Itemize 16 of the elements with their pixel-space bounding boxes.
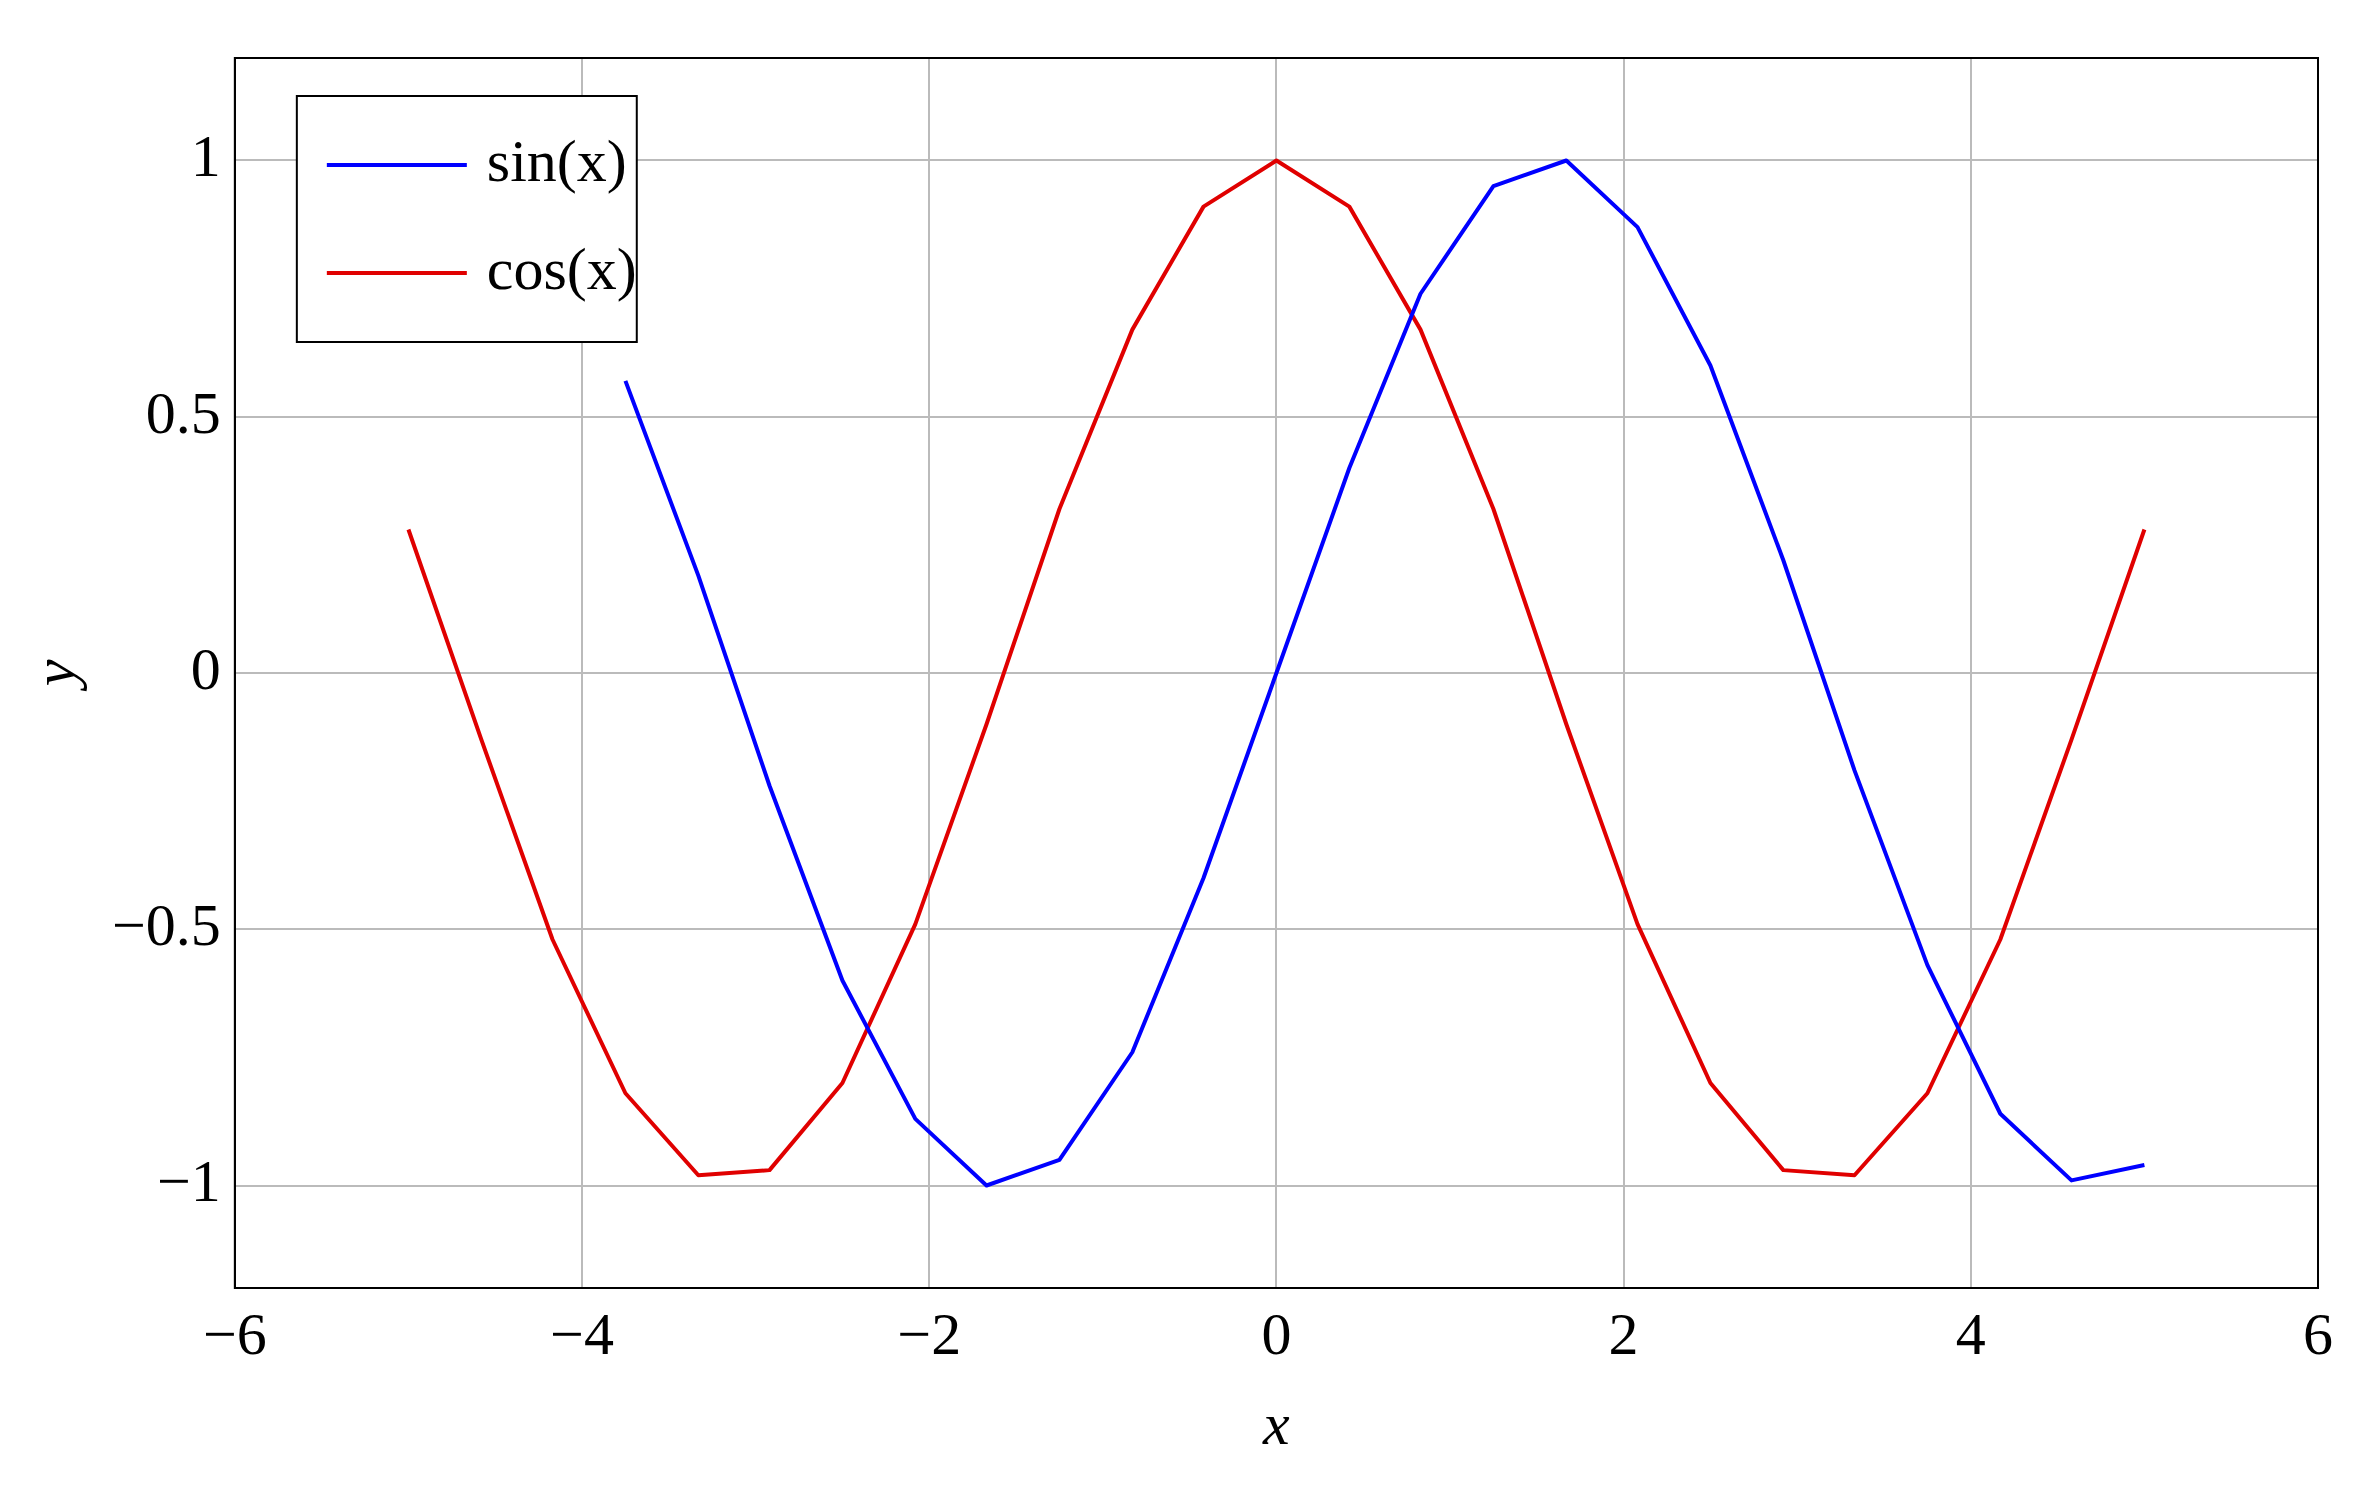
y-axis-title: y [20, 659, 87, 693]
y-tick-label: −1 [156, 1148, 221, 1215]
y-tick-label: 1 [190, 123, 221, 190]
legend-label: sin(x) [486, 127, 627, 194]
x-tick-label: −2 [897, 1300, 962, 1367]
x-tick-label: 2 [1608, 1300, 1639, 1367]
x-tick-label: 6 [2303, 1300, 2333, 1367]
y-tick-label: 0 [190, 635, 221, 702]
y-tick-label: −0.5 [111, 892, 221, 958]
legend-label: cos(x) [486, 235, 637, 302]
x-axis-title: x [1262, 1390, 1291, 1457]
y-tick-label: 0.5 [145, 379, 221, 446]
x-tick-label: −4 [550, 1300, 614, 1367]
x-tick-label: 4 [1955, 1300, 1986, 1367]
x-tick-label: 0 [1261, 1300, 1292, 1367]
x-tick-label: −6 [202, 1300, 267, 1367]
